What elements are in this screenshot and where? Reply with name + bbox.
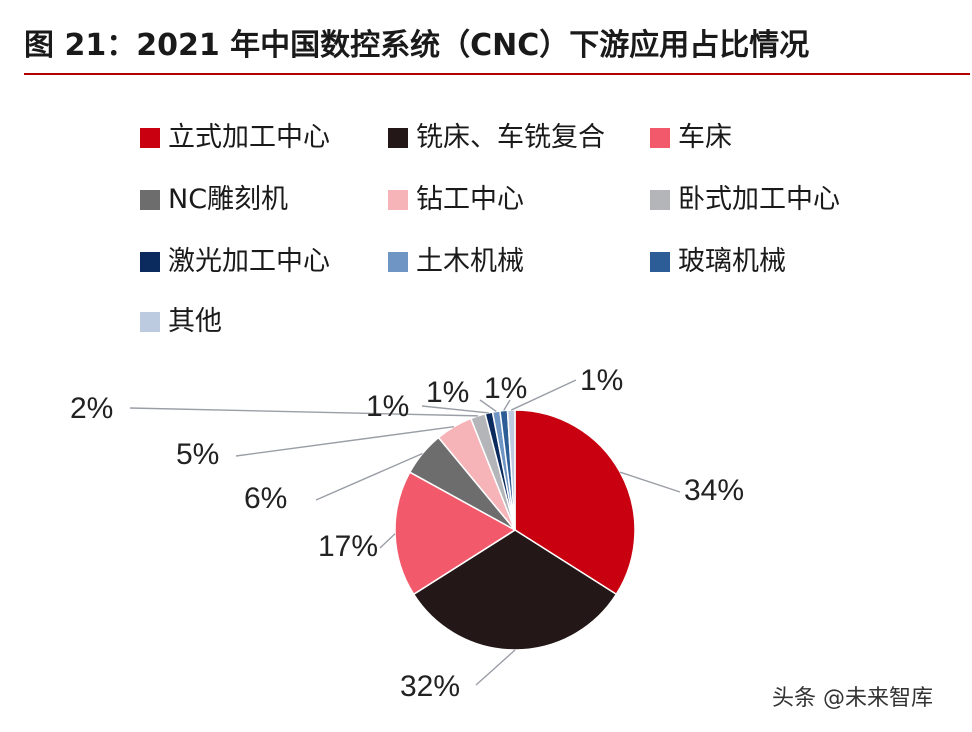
legend-item-lathe: 车床 [650,118,732,158]
legend-swatch [650,128,670,148]
pie-slice-9 [506,409,516,531]
leader-line-6 [421,405,489,414]
title-divider [24,73,970,75]
leader-lines [129,379,681,686]
leader-line-1 [475,649,516,686]
legend-label: 激光加工中心 [168,246,330,277]
legend-label: 卧式加工中心 [678,184,840,215]
legend-swatch [140,312,160,332]
leader-line-4 [235,426,455,457]
legend-item-civil-machinery: 土木机械 [388,242,524,282]
leader-line-7 [479,399,497,413]
legend-swatch [650,252,670,272]
legend-item-horizontal-machining: 卧式加工中心 [650,180,840,220]
leader-line-9 [510,379,577,411]
legend-swatch [140,128,160,148]
leader-line-0 [619,471,681,493]
pie-label-8: 1% [484,372,527,405]
pie-label-9: 1% [580,364,623,397]
pie-label-0: 34% [684,474,744,507]
chart-legend: 立式加工中心 铣床、车铣复合 车床 NC雕刻机 钻工中心 卧式加工中心 激光加工… [140,118,900,348]
pie-label-2: 17% [318,530,378,563]
legend-item-nc-engraving: NC雕刻机 [140,180,288,220]
leader-line-2 [379,533,396,549]
legend-label: NC雕刻机 [168,184,289,215]
legend-swatch [140,190,160,210]
leader-line-3 [315,452,423,501]
pie-label-1: 32% [400,670,460,703]
pie-slice-1 [412,529,618,651]
pie-slice-2 [394,471,517,596]
leader-line-5 [129,407,478,417]
legend-label: 土木机械 [416,246,524,277]
legend-swatch [388,128,408,148]
legend-item-milling: 铣床、车铣复合 [388,118,605,158]
legend-item-drilling-center: 钻工中心 [388,180,524,220]
legend-label: 立式加工中心 [168,122,330,153]
legend-item-vertical-machining: 立式加工中心 [140,118,330,158]
leader-line-8 [503,399,511,411]
legend-item-other: 其他 [140,302,222,342]
legend-swatch [140,252,160,272]
legend-swatch [388,190,408,210]
pie-label-7: 1% [426,376,469,409]
legend-swatch [650,190,670,210]
legend-item-laser-machining: 激光加工中心 [140,242,330,282]
pie-label-5: 2% [70,392,113,425]
legend-label: 玻璃机械 [678,246,786,277]
pie-label-6: 1% [366,390,409,423]
watermark: 头条 @未来智库 [772,686,933,711]
chart-title: 图 21：2021 年中国数控系统（CNC）下游应用占比情况 [24,28,810,63]
legend-label: 车床 [678,122,732,153]
pie-label-3: 6% [244,482,287,515]
pie-slices [394,409,636,651]
percentage-labels: 34% 32% 17% 6% 5% 2% 1% 1% 1% 1% [70,364,744,703]
legend-label: 铣床、车铣复合 [416,122,605,153]
pie-label-4: 5% [176,438,219,471]
legend-label: 钻工中心 [416,184,524,215]
legend-label: 其他 [168,306,222,337]
legend-swatch [388,252,408,272]
legend-item-glass-machinery: 玻璃机械 [650,242,786,282]
